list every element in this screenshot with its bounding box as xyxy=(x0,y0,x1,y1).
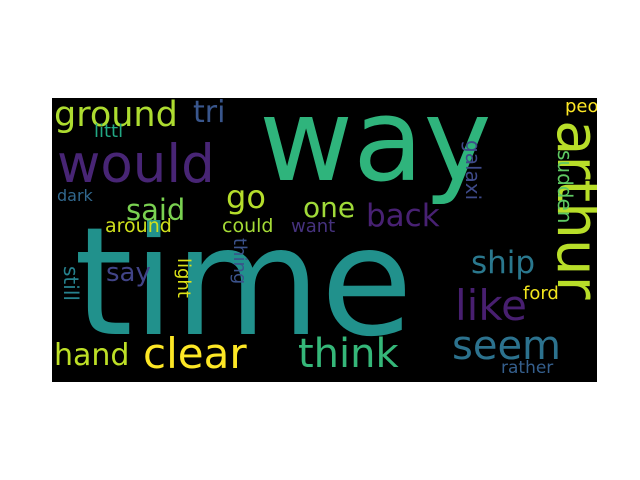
word-dark: dark xyxy=(57,186,93,205)
word-said: said xyxy=(126,193,186,227)
word-want: want xyxy=(291,216,336,237)
word-way: way xyxy=(259,98,492,208)
word-would: would xyxy=(57,134,215,195)
word-go: go xyxy=(226,178,266,216)
word-could: could xyxy=(222,215,274,237)
word-say: say xyxy=(106,258,151,288)
word-ship: ship xyxy=(471,245,536,281)
word-cloud: way time would arthur clear think seem l… xyxy=(52,98,597,382)
word-clear: clear xyxy=(143,329,247,378)
word-time: time xyxy=(74,196,413,370)
word-back: back xyxy=(366,198,440,234)
word-ground: ground xyxy=(54,98,178,135)
word-sudden: sudden xyxy=(553,150,577,224)
word-light: light xyxy=(173,258,194,298)
word-still: still xyxy=(59,266,83,301)
word-ford: ford xyxy=(523,283,559,304)
word-peopl: peopl xyxy=(565,98,597,117)
word-tri: tri xyxy=(193,98,226,130)
word-one: one xyxy=(303,191,356,224)
word-like: like xyxy=(455,281,528,330)
word-think: think xyxy=(298,331,399,377)
word-around: around xyxy=(105,215,172,237)
word-thing: thing xyxy=(229,238,250,285)
word-seem: seem xyxy=(452,323,562,369)
word-littl: littl xyxy=(94,121,124,142)
word-hand: hand xyxy=(54,338,130,373)
word-galaxi: galaxi xyxy=(461,140,485,201)
word-rather: rather xyxy=(501,358,554,378)
